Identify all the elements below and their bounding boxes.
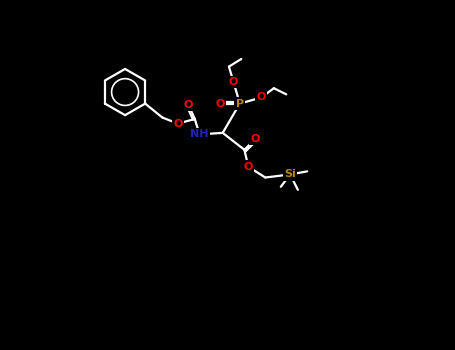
- Text: Si: Si: [284, 169, 296, 180]
- Text: O: O: [216, 99, 225, 108]
- Text: NH: NH: [190, 130, 209, 139]
- Text: O: O: [173, 119, 182, 128]
- Text: O: O: [184, 100, 193, 110]
- Text: P: P: [236, 99, 244, 108]
- Text: O: O: [243, 162, 253, 172]
- Text: O: O: [251, 134, 260, 144]
- Text: O: O: [229, 77, 238, 87]
- Text: O: O: [257, 92, 266, 103]
